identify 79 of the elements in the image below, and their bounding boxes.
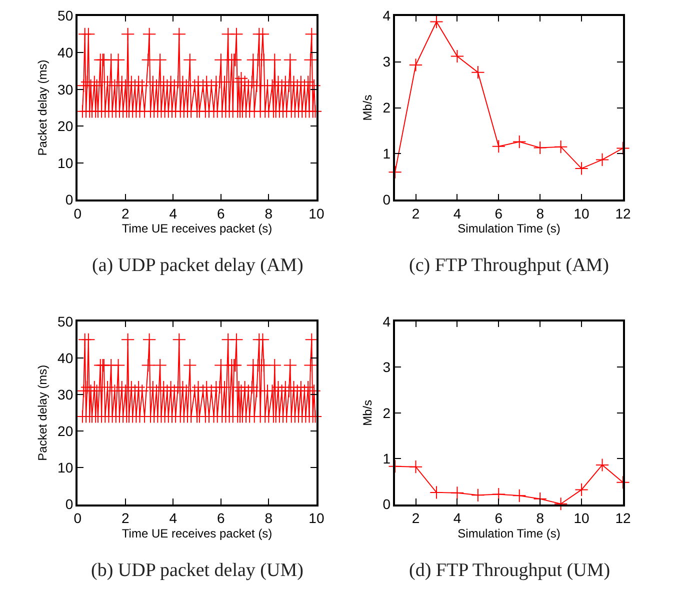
x-axis-title: Simulation Time (s): [458, 222, 560, 236]
point: [533, 140, 547, 155]
x-tick-label: 8: [536, 205, 544, 222]
x-tick-label: 4: [169, 510, 178, 526]
x-tick-label: 6: [217, 205, 226, 222]
x-tick-label: 8: [264, 510, 273, 526]
point: [450, 486, 464, 500]
y-tick-label: 1: [382, 450, 391, 466]
x-tick-label: 2: [122, 510, 130, 526]
point: [574, 482, 588, 496]
point: [595, 458, 610, 472]
y-tick-label: 0: [65, 192, 74, 208]
y-tick-label: 2: [382, 100, 391, 116]
y-axis-title: Mb/s: [360, 400, 374, 426]
y-tick-label: 2: [382, 404, 391, 421]
x-tick-label: 4: [453, 510, 462, 526]
x-tick-label: 10: [308, 510, 324, 526]
y-tick-label: 0: [382, 192, 391, 208]
point: [408, 58, 423, 72]
x-tick-label: 4: [453, 205, 462, 222]
y-tick-label: 50: [58, 313, 74, 330]
x-tick-label: 2: [122, 205, 130, 222]
x-tick-label: 12: [615, 510, 631, 526]
y-tick-label: 1: [382, 146, 391, 162]
point: [616, 141, 630, 156]
y-tick-label: 4: [382, 313, 391, 330]
point: [388, 460, 402, 474]
point: [512, 488, 526, 502]
text: (c) FTP Throughput (AM): [409, 255, 610, 276]
x-tick-label: 6: [494, 205, 503, 222]
point: [430, 486, 444, 500]
point: [388, 165, 402, 179]
y-tick-label: 40: [58, 44, 74, 60]
y-tick-label: 20: [58, 118, 74, 134]
y-tick-label: 0: [65, 496, 74, 512]
text: (b) UDP packet delay (UM): [91, 560, 304, 581]
y-axis-title: Packet delay (ms): [35, 364, 50, 461]
y-tick-label: 50: [58, 8, 74, 24]
point: [471, 66, 485, 80]
x-tick-label: 2: [412, 510, 420, 526]
x-axis-title: Time UE receives packet (s): [122, 526, 272, 540]
y-tick-label: 10: [58, 154, 74, 171]
point: [574, 162, 588, 176]
x-tick-label: 10: [308, 205, 324, 222]
x-tick-label: 6: [494, 510, 503, 526]
text: (a) UDP packet delay (AM): [92, 255, 304, 276]
x-tick-label: 6: [217, 510, 226, 526]
y-axis-title: Mb/s: [360, 94, 374, 121]
x-tick-label: 8: [264, 205, 273, 222]
y-axis-title: Packet delay (ms): [35, 60, 50, 156]
x-tick-label: 10: [574, 205, 590, 222]
text: (d) FTP Throughput (UM): [409, 560, 610, 581]
point: [450, 49, 464, 64]
point: [595, 152, 610, 167]
y-tick-label: 0: [382, 496, 391, 512]
point: [430, 14, 444, 29]
x-tick-label: 2: [412, 205, 420, 222]
y-tick-label: 40: [58, 350, 74, 366]
y-tick-label: 3: [382, 54, 391, 70]
x-axis-title: Simulation Time (s): [458, 526, 560, 540]
point: [554, 140, 568, 154]
y-tick-label: 20: [58, 423, 74, 440]
y-tick-label: 4: [382, 8, 391, 24]
x-tick-label: 4: [169, 205, 178, 222]
point: [616, 476, 630, 490]
point: [408, 460, 423, 474]
point: [471, 488, 485, 502]
x-tick-label: 10: [574, 510, 590, 526]
point: [492, 487, 506, 502]
y-tick-label: 30: [58, 386, 74, 402]
y-tick-label: 10: [58, 460, 74, 476]
x-tick-label: 12: [615, 205, 631, 222]
x-axis-title: Time UE receives packet (s): [122, 222, 272, 236]
x-tick-label: 8: [536, 510, 544, 526]
point: [512, 134, 526, 149]
y-tick-label: 30: [58, 81, 74, 98]
point: [492, 140, 506, 154]
y-tick-label: 3: [382, 359, 391, 376]
point: [554, 497, 568, 511]
